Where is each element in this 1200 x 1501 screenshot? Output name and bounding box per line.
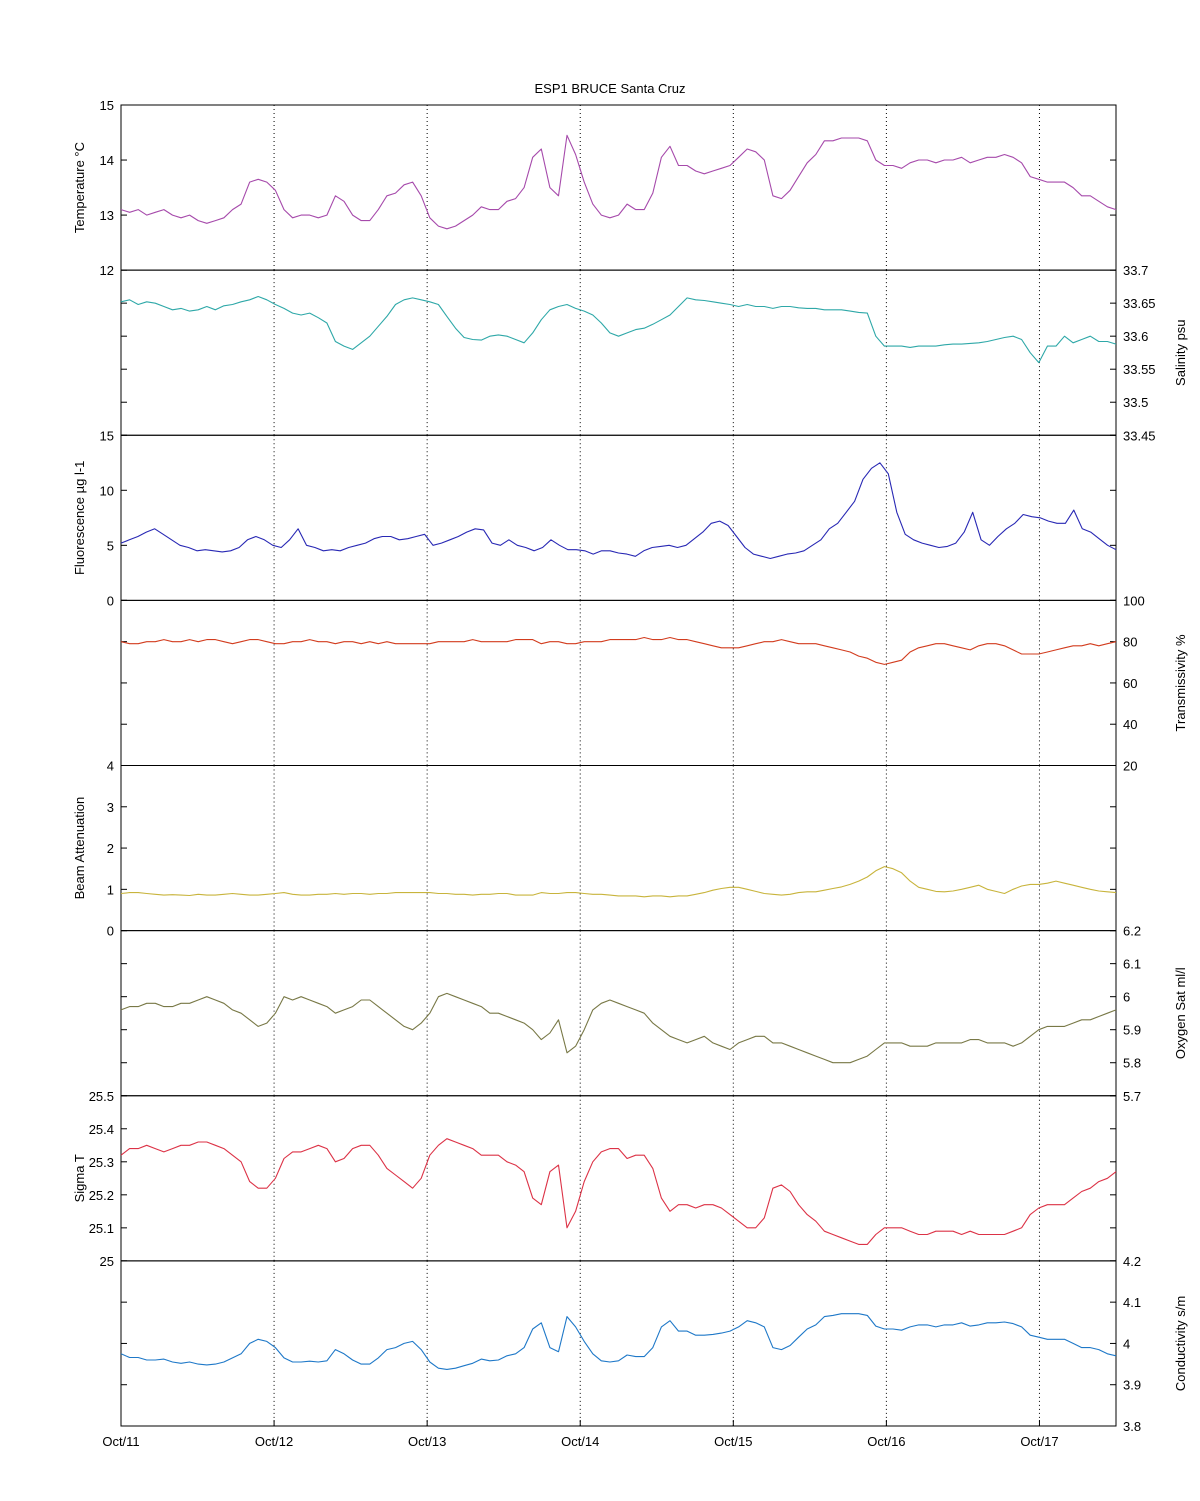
panel-frame [120,104,1117,271]
y-tick-label: 25.4 [89,1122,114,1137]
y-tick-label: 5 [107,538,114,553]
y-tick-label: 25.5 [89,1089,114,1104]
y-tick-label: 25.1 [89,1221,114,1236]
y-tick-label: 0 [107,593,114,608]
y-axis-label: Temperature °C [72,142,87,233]
y-tick-label: 1 [107,882,114,897]
y-tick-label: 15 [100,428,114,443]
panel-sigma-t: 25 25.1 25.2 25.3 25.4 25.5 Sigma T [72,1089,1117,1269]
y-tick-label: 0 [107,924,114,939]
x-tick-label: Oct/14 [561,1434,599,1449]
y-axis-label: Conductivity s/m [1173,1296,1188,1391]
y-tick-label: 12 [100,263,114,278]
series-line-fluorescence [120,462,1117,560]
y-tick-label: 6.2 [1123,924,1141,939]
series-line-temperature [120,134,1117,230]
x-tick-label: Oct/12 [255,1434,293,1449]
y-axis-label: Salinity psu [1173,319,1188,385]
y-axis-label: Fluorescence µg l-1 [72,461,87,575]
panel-frame [120,269,1117,436]
y-tick-label: 100 [1123,593,1145,608]
y-tick-label: 33.6 [1123,329,1148,344]
y-tick-label: 25 [100,1254,114,1269]
panel-beam-attenuation: 0 1 2 3 4 Beam Attenuation [72,759,1117,939]
panel-frame [120,599,1117,766]
y-tick-label: 25.3 [89,1155,114,1170]
y-tick-label: 33.65 [1123,296,1156,311]
y-tick-label: 3.9 [1123,1378,1141,1393]
panel-oxygen-sat: 5.7 5.8 5.9 6 6.1 6.2 Oxygen Sat ml/l [120,924,1188,1104]
x-tick-label: Oct/15 [714,1434,752,1449]
y-tick-label: 20 [1123,759,1137,774]
y-tick-label: 6.1 [1123,957,1141,972]
y-tick-label: 13 [100,208,114,223]
y-tick-label: 80 [1123,635,1137,650]
panel-frame [120,1095,1117,1262]
x-tick-label: Oct/11 [102,1434,139,1449]
chart-title: ESP1 BRUCE Santa Cruz [534,81,685,96]
y-axis-label: Oxygen Sat ml/l [1173,967,1188,1059]
y-tick-label: 3 [107,800,114,815]
y-tick-label: 2 [107,841,114,856]
series-line-salinity [120,295,1117,364]
y-tick-label: 3.8 [1123,1419,1141,1434]
panel-frame [120,765,1117,932]
panel-fluorescence: 0 5 10 15 Fluorescence µg l-1 [72,428,1117,608]
panel-temperature: 12 13 14 15 Temperature °C [72,98,1117,278]
y-tick-label: 33.55 [1123,362,1156,377]
series-line-conductivity [120,1313,1117,1370]
panel-frame [120,434,1117,601]
y-tick-label: 6 [1123,990,1130,1005]
y-tick-label: 5.9 [1123,1023,1141,1038]
panel-transmissivity: 20 40 60 80 100 Transmissivity % [120,593,1188,774]
series-line-sigma-t [120,1138,1117,1245]
series-line-beam-attenuation [120,866,1117,898]
x-tick-label: Oct/13 [408,1434,446,1449]
series-line-oxygen-sat [120,992,1117,1064]
y-tick-label: 40 [1123,717,1137,732]
y-axis-label: Beam Attenuation [72,797,87,900]
panel-salinity: 33.45 33.5 33.55 33.6 33.65 33.7 Salinity psu [120,263,1188,443]
x-tick-label: Oct/16 [867,1434,905,1449]
y-tick-label: 15 [100,98,114,113]
y-tick-label: 10 [100,483,114,498]
panel-conductivity: 3.8 3.9 4 4.1 4.2 Conductivity s/m [120,1254,1188,1434]
y-tick-label: 33.7 [1123,263,1148,278]
y-tick-label: 4.1 [1123,1295,1141,1310]
y-tick-label: 4 [1123,1336,1130,1351]
y-tick-label: 25.2 [89,1188,114,1203]
panel-frame [120,930,1117,1097]
y-tick-label: 33.45 [1123,428,1156,443]
x-tick-label: Oct/17 [1020,1434,1058,1449]
y-axis-label: Transmissivity % [1173,634,1188,731]
x-axis: Oct/11 Oct/12 Oct/13 Oct/14 Oct/15 Oct/16 Oct/… [102,1420,1059,1449]
y-tick-label: 60 [1123,676,1137,691]
y-tick-label: 4.2 [1123,1254,1141,1269]
y-tick-label: 5.7 [1123,1089,1141,1104]
y-tick-label: 14 [100,153,114,168]
series-line-transmissivity [120,636,1117,665]
y-tick-label: 4 [107,759,114,774]
y-tick-label: 33.5 [1123,395,1148,410]
y-axis-label: Sigma T [72,1154,87,1202]
y-tick-label: 5.8 [1123,1056,1141,1071]
